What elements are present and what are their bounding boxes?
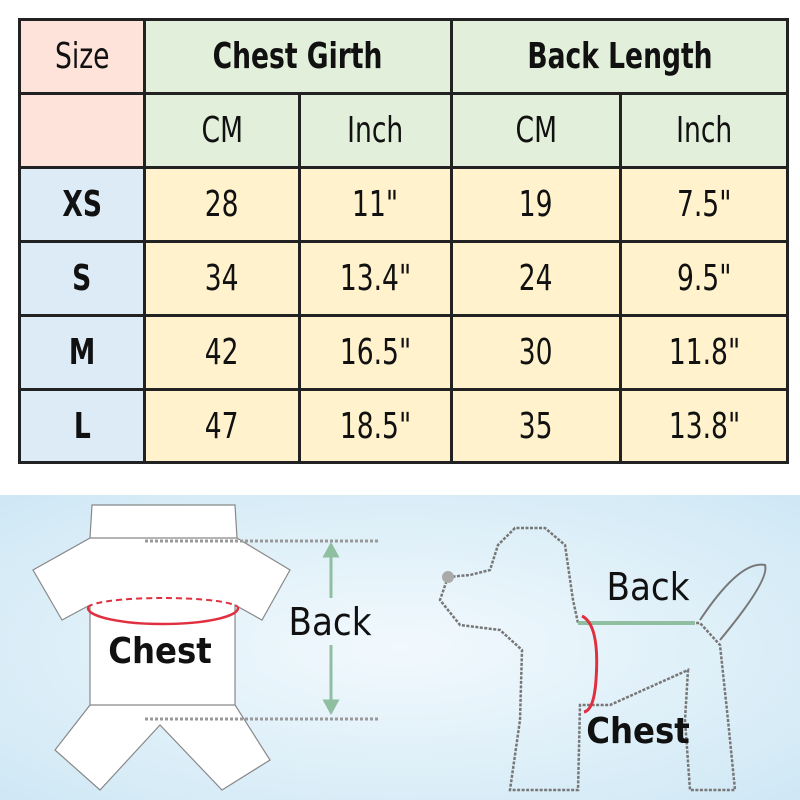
value-cell: 9.5"	[619, 240, 790, 317]
dog-illustration	[438, 526, 767, 792]
value-cell: 18.5"	[297, 388, 454, 464]
value-cell: 7.5"	[619, 166, 790, 243]
dog-chest-label: Chest	[586, 711, 690, 752]
back-arrow	[322, 541, 340, 716]
value-cell: 28	[143, 166, 301, 243]
table-row: L 47 18.5" 35 13.8"	[18, 388, 790, 464]
value-cell: 11"	[297, 166, 454, 243]
value-cell: 47	[143, 388, 301, 464]
value-cell: 24	[450, 240, 623, 317]
table-row: M 42 16.5" 30 11.8"	[18, 314, 790, 391]
value-cell: 35	[450, 388, 623, 464]
garment-chest-label: Chest	[108, 631, 212, 672]
size-cell: S	[18, 240, 146, 317]
size-cell: L	[18, 388, 146, 464]
unit-header: Inch	[297, 92, 454, 169]
table-row: S 34 13.4" 24 9.5"	[18, 240, 790, 317]
unit-header: CM	[450, 92, 623, 169]
value-cell: 19	[450, 166, 623, 243]
size-cell: XS	[18, 166, 146, 243]
unit-header: CM	[143, 92, 301, 169]
value-cell: 42	[143, 314, 301, 391]
garment-back-label: Back	[289, 600, 372, 644]
value-cell: 16.5"	[297, 314, 454, 391]
value-cell: 13.8"	[619, 388, 790, 464]
measurement-diagram: Chest Back Back Chest	[0, 495, 800, 800]
dog-back-label: Back	[607, 565, 690, 609]
table-row: XS 28 11" 19 7.5"	[18, 166, 790, 243]
size-cell: M	[18, 314, 146, 391]
value-cell: 13.4"	[297, 240, 454, 317]
value-cell: 30	[450, 314, 623, 391]
value-cell: 11.8"	[619, 314, 790, 391]
size-header-blank	[18, 92, 146, 169]
dog-chest-line	[581, 614, 599, 714]
dog-nose	[442, 571, 454, 583]
chest-girth-header: Chest Girth	[142, 18, 454, 95]
size-chart-table: Size Chest Girth Back Length CM Inch CM …	[18, 18, 790, 464]
size-header: Size	[18, 18, 146, 95]
chest-line-front	[86, 607, 240, 626]
chest-line-back	[87, 597, 239, 609]
back-length-header: Back Length	[450, 18, 790, 95]
unit-header: Inch	[619, 92, 790, 169]
value-cell: 34	[143, 240, 301, 317]
